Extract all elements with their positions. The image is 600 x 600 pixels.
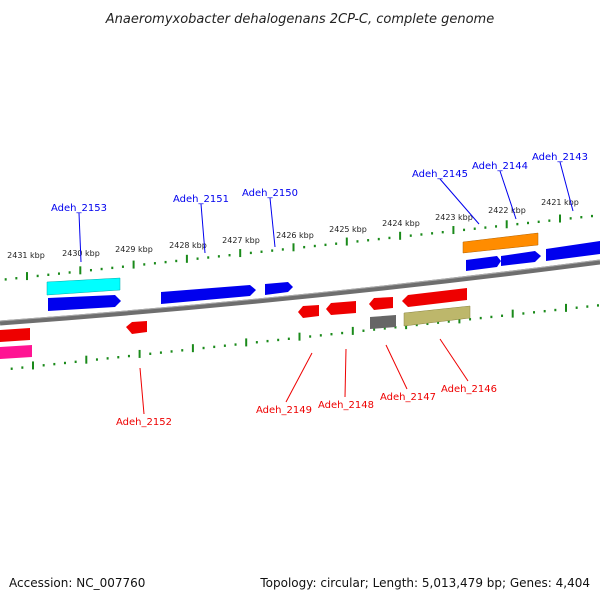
genome-backbone-highlight: [0, 259, 600, 322]
gene-label[interactable]: Adeh_2151: [173, 194, 229, 205]
gene-label[interactable]: Adeh_2146: [441, 384, 497, 395]
kbp-label: 2425 kbp: [329, 225, 367, 234]
label-leader: [285, 352, 313, 403]
kbp-label: 2424 kbp: [382, 219, 420, 228]
label-leader: [385, 344, 408, 390]
gene-label[interactable]: Adeh_2148: [318, 400, 374, 411]
gene-feature-cyan[interactable]: [46, 277, 121, 296]
gene-label[interactable]: Adeh_2144: [472, 161, 528, 172]
gene-label[interactable]: Adeh_2145: [412, 169, 468, 180]
kbp-label: 2429 kbp: [115, 245, 153, 254]
gene-feature-red-edge[interactable]: [0, 328, 30, 342]
kbp-label: 2421 kbp: [541, 198, 579, 207]
gene-adeh-2149[interactable]: [298, 305, 319, 318]
forward-genes: [46, 232, 600, 311]
gene-adeh-2152[interactable]: [126, 321, 147, 334]
gene-feature-gray[interactable]: [370, 315, 396, 329]
gene-label[interactable]: Adeh_2152: [116, 417, 172, 428]
kbp-label: 2431 kbp: [7, 251, 45, 260]
gene-feature-orange[interactable]: [462, 232, 539, 254]
gene-adeh-2143[interactable]: [546, 241, 600, 261]
label-leader: [499, 170, 517, 220]
gene-label[interactable]: Adeh_2149: [256, 405, 312, 416]
gene-label[interactable]: Adeh_2143: [532, 152, 588, 163]
reverse-gene-labels: Adeh_2152 Adeh_2149 Adeh_2148 Adeh_2147 …: [116, 338, 497, 428]
label-leader: [78, 212, 82, 263]
gene-adeh-2148[interactable]: [326, 301, 356, 315]
forward-gene-labels: Adeh_2153 Adeh_2151 Adeh_2150 Adeh_2145 …: [51, 152, 588, 263]
gene-label[interactable]: Adeh_2147: [380, 392, 436, 403]
genome-summary-text: Topology: circular; Length: 5,013,479 bp…: [259, 576, 590, 590]
gene-adeh-2146[interactable]: [402, 288, 467, 307]
kbp-label: 2427 kbp: [222, 236, 260, 245]
gene-adeh-2145[interactable]: [466, 256, 501, 271]
label-leader: [344, 348, 347, 398]
reverse-genes: [0, 288, 471, 359]
gene-label[interactable]: Adeh_2153: [51, 203, 107, 214]
kbp-label: 2422 kbp: [488, 206, 526, 215]
gene-label[interactable]: Adeh_2150: [242, 188, 298, 199]
kbp-label: 2428 kbp: [169, 241, 207, 250]
map-title: Anaeromyxobacter dehalogenans 2CP-C, com…: [105, 12, 494, 27]
gene-adeh-2144[interactable]: [501, 251, 541, 266]
gene-adeh-2153[interactable]: [48, 295, 121, 311]
label-leader: [139, 367, 145, 415]
genome-backbone: [0, 259, 600, 326]
label-leader: [269, 197, 276, 248]
kbp-label: 2426 kbp: [276, 231, 314, 240]
label-leader: [559, 161, 574, 212]
gene-adeh-2147[interactable]: [369, 297, 393, 310]
gene-feature-magenta[interactable]: [0, 345, 32, 359]
gene-feature-khaki[interactable]: [403, 305, 471, 327]
kbp-label: 2423 kbp: [435, 213, 473, 222]
scale-ticks: [4, 214, 599, 370]
gene-adeh-2151[interactable]: [161, 285, 256, 304]
label-leader: [439, 178, 480, 225]
label-leader: [200, 203, 206, 254]
label-leader: [439, 338, 469, 382]
accession-text: Accession: NC_007760: [9, 576, 145, 590]
gene-adeh-2150[interactable]: [265, 282, 293, 295]
